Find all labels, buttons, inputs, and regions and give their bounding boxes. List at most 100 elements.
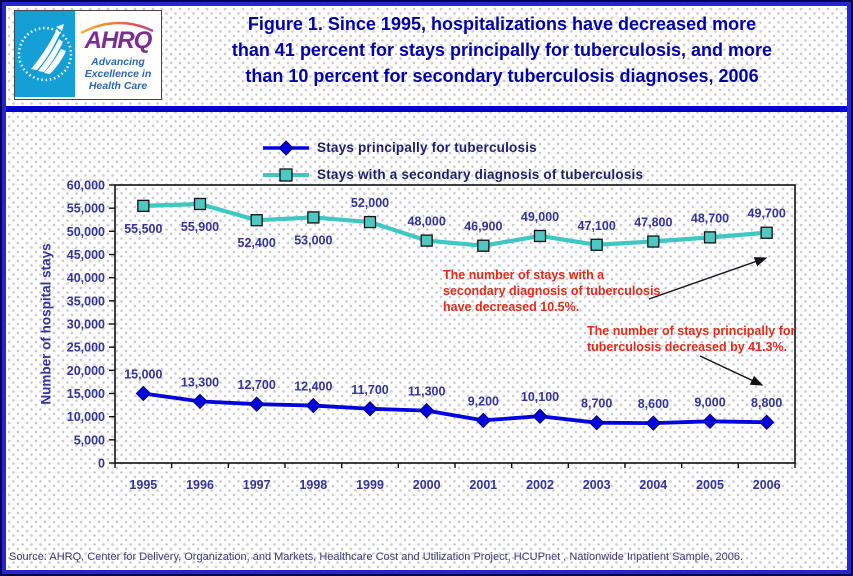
x-axis-label: 2001	[469, 478, 497, 492]
data-point-marker	[477, 239, 490, 252]
y-tick-label: 50,000	[67, 225, 105, 239]
title-line: Figure 1. Since 1995, hospitalizations h…	[247, 14, 757, 34]
data-label: 12,400	[294, 380, 332, 394]
data-point-marker	[758, 414, 775, 430]
data-point-marker	[193, 197, 207, 211]
annotation-arrow	[699, 355, 764, 386]
data-label: 13,300	[181, 375, 219, 389]
data-point-marker	[532, 408, 548, 424]
data-label: 49,000	[521, 210, 559, 224]
data-label: 46,900	[464, 220, 502, 234]
legend-label: Stays with a secondary diagnosis of tube…	[317, 167, 644, 182]
ahrq-brand-text: AHRQ	[84, 27, 153, 54]
data-point-marker	[305, 397, 322, 414]
data-label: 47,800	[634, 216, 672, 230]
figure-title: Figure 1. Since 1995, hospitalizations h…	[165, 11, 839, 89]
annotation-line: The number of stays principally for	[587, 324, 796, 338]
x-axis-label: 1998	[299, 478, 327, 492]
annotation-line: have decreased 10.5%.	[443, 300, 580, 314]
data-label: 11,700	[351, 383, 389, 397]
series-line	[143, 201, 767, 248]
data-point-marker	[250, 214, 263, 227]
data-point-marker	[475, 412, 492, 429]
legend-label: Stays principally for tuberculosis	[317, 140, 537, 155]
data-label: 53,000	[294, 233, 332, 247]
x-axis-label: 2004	[639, 478, 667, 492]
data-label: 9,000	[694, 395, 725, 409]
data-point-marker	[192, 393, 208, 410]
source-note: Source: AHRQ, Center for Delivery, Organ…	[9, 551, 744, 563]
data-point-marker	[248, 396, 265, 412]
y-tick-label: 45,000	[67, 248, 105, 262]
y-tick-label: 60,000	[67, 179, 105, 193]
x-axis-label: 2002	[526, 478, 554, 492]
y-tick-label: 35,000	[67, 294, 105, 308]
x-axis-label: 2005	[696, 478, 724, 492]
x-axis-label: 2000	[413, 478, 441, 492]
y-tick-label: 15,000	[67, 387, 105, 401]
x-axis-label: 1996	[186, 478, 214, 492]
y-tick-label: 0	[98, 457, 105, 471]
data-point-marker	[760, 226, 773, 239]
x-axis-label: 1997	[243, 478, 271, 492]
data-label: 48,700	[691, 211, 729, 225]
annotation-principal-decrease: The number of stays principally for tube…	[587, 323, 795, 355]
data-label: 52,000	[351, 196, 389, 210]
header-divider	[0, 106, 853, 112]
y-tick-label: 20,000	[67, 364, 105, 378]
data-label: 8,600	[638, 397, 669, 411]
data-point-marker	[420, 234, 433, 247]
y-tick-label: 30,000	[67, 318, 105, 332]
data-point-marker	[533, 229, 547, 243]
data-point-marker	[363, 215, 377, 229]
annotation-secondary-decrease: The number of stays with a secondary dia…	[443, 267, 660, 315]
y-tick-label: 55,000	[67, 202, 105, 216]
annotation-arrow	[648, 257, 768, 300]
data-point-marker	[702, 413, 718, 430]
data-label: 15,000	[124, 368, 162, 382]
title-line: than 41 percent for stays principally fo…	[231, 40, 773, 60]
x-axis-label: 2006	[753, 478, 781, 492]
data-point-marker	[703, 231, 717, 244]
tagline-line: Health Care	[88, 80, 148, 92]
ahrq-logo-text-panel: AHRQ Advancing Excellence in Health Care	[75, 11, 161, 99]
title-line: than 10 percent for secondary tuberculos…	[245, 66, 759, 86]
data-label: 12,700	[238, 378, 276, 392]
annotation-line: secondary diagnosis of tuberculosis	[443, 284, 661, 298]
tagline-line: Excellence in	[84, 68, 152, 80]
data-point-marker	[362, 401, 378, 417]
annotation-line: tuberculosis decreased by 41.3%.	[587, 340, 788, 354]
rainbow-arc-icon	[80, 21, 154, 35]
data-label: 48,000	[408, 215, 446, 229]
data-label: 8,800	[751, 396, 782, 410]
data-label: 52,400	[238, 236, 276, 250]
data-label: 8,700	[581, 397, 612, 411]
hhs-eagle-icon	[15, 11, 75, 99]
y-tick-label: 40,000	[67, 271, 105, 285]
data-label: 11,300	[408, 385, 446, 399]
annotation-line: The number of stays with a	[443, 268, 605, 282]
series-line	[143, 391, 767, 426]
data-point-marker	[418, 402, 435, 419]
logo-tagline: Advancing Excellence in Health Care	[75, 56, 161, 92]
legend-item-principal: Stays principally for tuberculosis	[262, 134, 643, 161]
data-point-marker	[135, 385, 152, 402]
data-label: 55,500	[124, 222, 162, 236]
data-label: 55,900	[181, 220, 219, 234]
chart-legend: Stays principally for tuberculosis Stays…	[262, 134, 643, 188]
x-axis-label: 2003	[583, 478, 611, 492]
data-point-marker	[645, 415, 662, 431]
y-tick-label: 10,000	[67, 410, 105, 424]
x-axis-label: 1999	[356, 478, 384, 492]
data-point-marker	[590, 238, 603, 251]
tagline-line: Advancing	[91, 56, 145, 68]
x-axis-label: 1995	[129, 478, 157, 492]
data-point-marker	[647, 235, 660, 248]
ahrq-logo: AHRQ Advancing Excellence in Health Care	[14, 10, 162, 100]
y-tick-label: 5,000	[74, 433, 105, 447]
data-point-marker	[588, 414, 605, 431]
data-label: 10,100	[521, 390, 559, 404]
data-label: 9,200	[468, 394, 499, 408]
legend-marker-diamond-icon	[263, 139, 309, 156]
